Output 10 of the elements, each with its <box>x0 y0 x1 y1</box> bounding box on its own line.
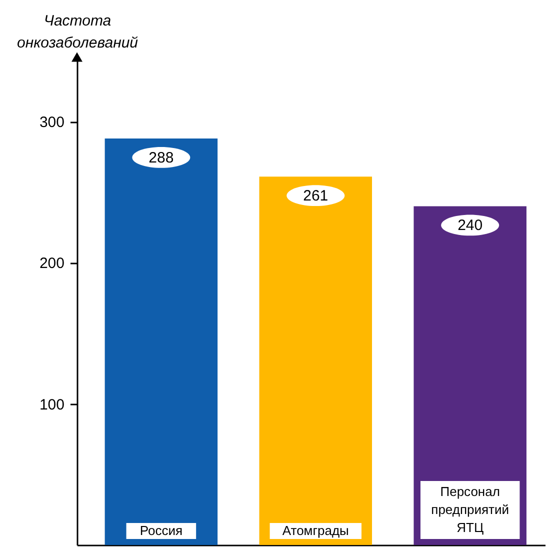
x-tick-label: Атомграды <box>282 523 349 538</box>
data-label: 240 <box>458 217 483 234</box>
data-label: 261 <box>303 188 328 205</box>
data-label: 288 <box>148 149 174 166</box>
y-tick-label: 200 <box>39 255 64 272</box>
x-tick-label: Персонал предприятий ЯТЦ <box>431 484 510 535</box>
y-tick-label: 100 <box>39 396 64 414</box>
y-tick-label: 300 <box>39 114 64 132</box>
x-tick-label: Россия <box>140 523 182 538</box>
y-axis-title: Частота онкозаболеваний <box>16 12 139 52</box>
